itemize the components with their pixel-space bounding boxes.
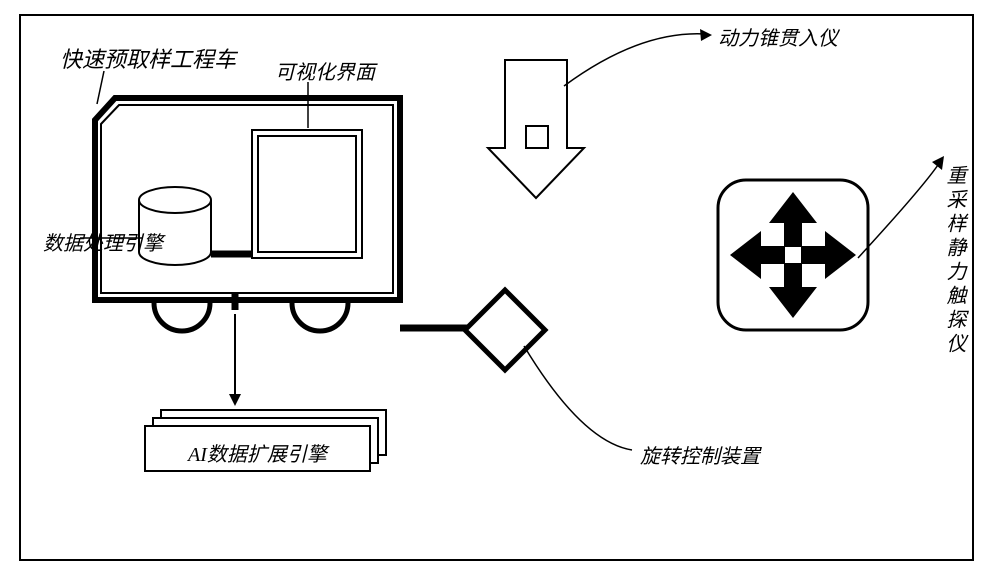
callout-penetrometer — [564, 29, 712, 86]
label-vehicle-title: 快速预取样工程车 — [60, 42, 236, 74]
wheels — [154, 303, 348, 331]
down-arrow — [229, 314, 241, 406]
callout-vehicle — [97, 71, 104, 104]
penetrometer-icon — [488, 60, 584, 198]
label-ai-engine: AI数据扩展引擎 — [188, 438, 327, 467]
label-data-engine: 数据处理引擎 — [33, 205, 87, 257]
label-visual-ui: 可视化界面 — [275, 56, 375, 85]
visual-ui-monitor — [252, 130, 362, 258]
callout-rotation — [524, 346, 632, 450]
label-resampling: 重采样静力触探仪 — [940, 165, 969, 357]
label-rotation: 旋转控制装置 — [640, 440, 760, 469]
diagram-canvas — [0, 0, 1000, 575]
label-penetrometer: 动力锥贯入仪 — [718, 22, 838, 51]
callout-resampling — [858, 156, 944, 258]
cross-pad — [718, 180, 868, 330]
rotation-diamond — [465, 290, 545, 370]
